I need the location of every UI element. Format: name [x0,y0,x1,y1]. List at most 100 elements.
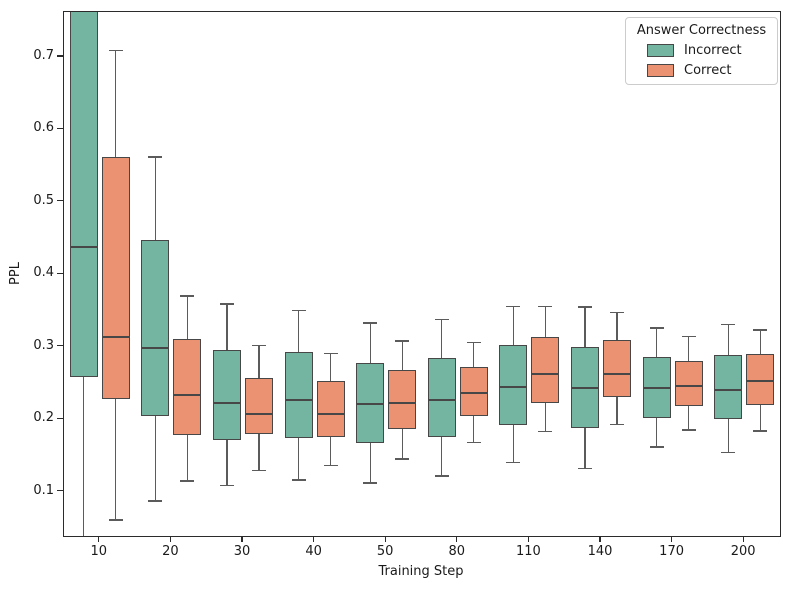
x-tick-label: 50 [376,544,394,559]
whisker-cap [323,352,338,355]
box-correct-80 [459,367,488,416]
whisker-line [115,399,117,520]
whisker-line [369,443,371,483]
median-line [356,403,385,406]
whisker-line [512,425,515,463]
whisker-cap [506,462,521,464]
whisker-line [329,352,332,381]
x-tick-label: 140 [587,544,613,559]
whisker-line [727,418,729,452]
whisker-cap [220,303,234,305]
box-correct-10 [101,156,130,399]
x-tick-label: 110 [515,544,541,559]
whisker-line [226,439,228,485]
whisker-cap [395,458,410,460]
whisker-cap [291,309,306,312]
box-incorrect-50 [356,362,385,444]
whisker-line [687,335,690,361]
whisker-line [473,341,475,368]
whisker-line [687,405,690,430]
whisker-cap [721,323,736,326]
box-incorrect-30 [213,350,241,440]
y-tick-mark [57,272,63,274]
x-tick-label: 40 [305,544,322,559]
whisker-line [258,344,260,378]
x-tick-label: 170 [659,544,684,559]
whisker-line [115,49,117,157]
whisker-cap [506,305,521,307]
y-tick-label: 0.7 [33,47,54,63]
whisker-line [616,312,618,340]
whisker-cap [252,470,266,472]
x-tick-mark [98,536,100,542]
whisker-line [154,156,157,241]
x-tick-label: 20 [162,544,179,559]
whisker-line [226,303,228,351]
legend-item-correct: Correct [647,62,777,78]
median-line [714,388,743,391]
legend-swatch-correct [647,63,674,77]
box-correct-110 [531,337,560,403]
whisker-line [154,415,157,501]
box-incorrect-10 [69,12,98,378]
whisker-line [186,295,189,339]
box-correct-50 [388,370,417,430]
box-correct-40 [316,380,345,437]
whisker-cap [538,305,553,307]
whisker-line [297,309,300,352]
whisker-cap [753,430,768,432]
whisker-line [441,318,443,359]
legend: Answer Correctness Incorrect Correct [625,17,778,85]
whisker-line [512,305,515,346]
whisker-line [544,305,547,338]
x-tick-label: 200 [730,544,756,559]
x-tick-mark [671,536,673,542]
whisker-cap [578,306,592,308]
legend-rows: Incorrect Correct [626,42,777,78]
whisker-cap [291,479,306,481]
whisker-cap [610,312,624,314]
whisker-cap [148,156,163,158]
whisker-cap [180,295,195,297]
whisker-line [297,438,300,480]
whisker-line [329,436,332,465]
median-line [459,392,488,395]
x-tick-mark [313,536,315,542]
x-tick-mark [169,536,171,542]
median-line [571,387,599,390]
legend-item-incorrect: Incorrect [647,42,777,58]
x-axis-label: Training Step [378,564,464,579]
median-line [499,385,528,388]
y-tick-mark [57,200,63,202]
whisker-cap [363,482,378,484]
whisker-line [616,396,618,424]
legend-swatch-incorrect [647,43,674,57]
whisker-cap [323,464,338,467]
whisker-cap [108,519,123,521]
legend-title: Answer Correctness [636,23,767,38]
whisker-cap [434,318,449,320]
whisker-line [655,417,658,447]
whisker-cap [466,441,481,444]
whisker-cap [466,341,481,344]
whisker-cap [753,329,768,331]
box-incorrect-40 [284,351,313,439]
whisker-line [401,340,403,371]
median-line [603,372,631,375]
x-tick-label: 80 [448,544,466,559]
whisker-cap [434,475,449,477]
median-line [284,399,313,402]
whisker-line [655,327,658,357]
whisker-line [186,435,189,481]
y-tick-mark [57,345,63,347]
whisker-cap [363,322,378,324]
whisker-line [727,323,729,355]
box-correct-170 [674,360,703,406]
y-tick-label: 0.3 [33,337,54,353]
legend-label: Incorrect [684,42,742,58]
whisker-line [258,433,260,471]
median-line [141,347,170,350]
whisker-cap [681,335,696,338]
whisker-line [584,428,586,468]
